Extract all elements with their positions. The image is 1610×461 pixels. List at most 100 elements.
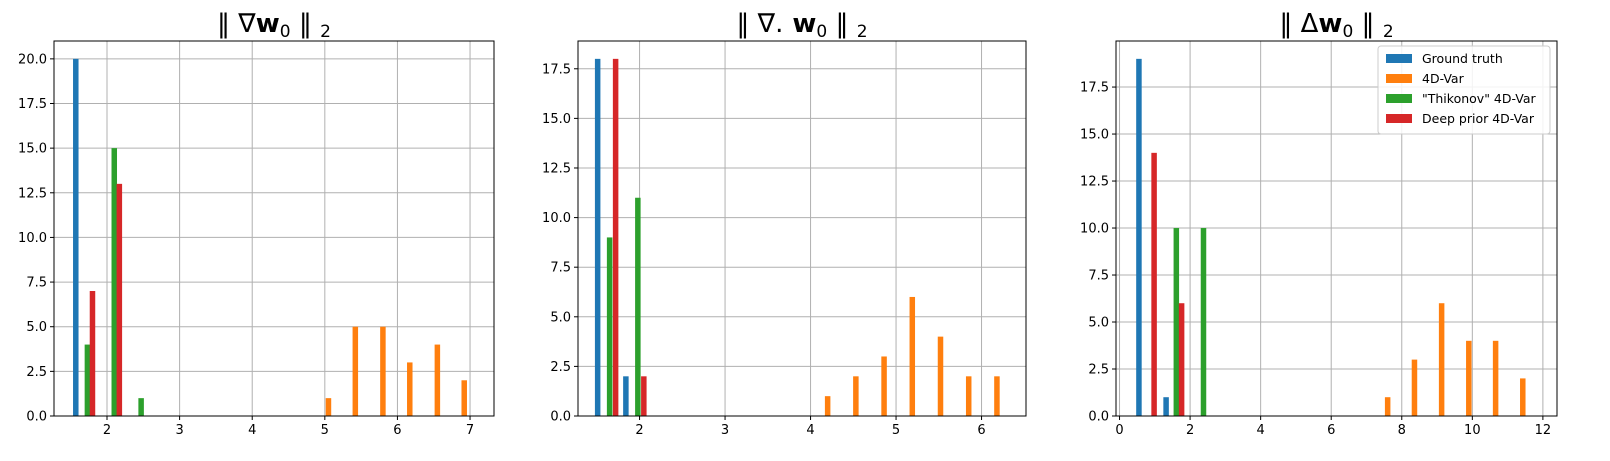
bar-deep-prior (89, 291, 96, 416)
y-tick-label: 2.5 (26, 365, 47, 380)
x-tick-label: 4 (806, 423, 814, 438)
y-tick-label: 7.5 (1088, 269, 1109, 284)
bar-thikonov (138, 398, 144, 416)
x-tick-label: 0 (1115, 423, 1123, 438)
y-tick-label: 7.5 (26, 276, 47, 291)
bar-deep-prior (1151, 152, 1157, 416)
x-tick-label: 12 (1535, 423, 1552, 438)
y-tick-label: 15.0 (1080, 128, 1109, 143)
y-tick-label: 7.5 (550, 261, 571, 276)
y-tick-label: 12.5 (1080, 175, 1109, 190)
bars (594, 58, 1000, 416)
bar-fourdvar (380, 326, 386, 416)
legend-swatch (1386, 94, 1412, 103)
bar-fourdvar (1438, 303, 1445, 416)
bar-ground-truth (73, 58, 79, 416)
legend-label: "Thikonov" 4D-Var (1422, 91, 1537, 106)
y-tick-label: 0.0 (1088, 410, 1109, 425)
y-tick-label: 5.0 (26, 320, 47, 335)
bar-deep-prior (1178, 303, 1185, 416)
chart-panel-1: 2 3 4 5 6 7 0.0 2.5 5.0 7.5 10.0 12.5 15.0 17.5 20.0 ‖ … (18, 9, 495, 438)
x-tick-label: 2 (635, 423, 643, 438)
x-tick-label: 3 (175, 423, 183, 438)
legend-swatch (1386, 114, 1412, 123)
y-tick-label: 0.0 (26, 410, 47, 425)
x-axis: 0 2 4 6 8 10 12 (1115, 416, 1551, 438)
x-tick-label: 10 (1464, 423, 1481, 438)
y-tick-label: 17.5 (18, 97, 47, 112)
bar-fourdvar (1384, 397, 1391, 416)
x-axis: 2 3 4 5 6 (635, 416, 986, 438)
axes-frame (53, 40, 495, 417)
bar-fourdvar (881, 356, 887, 416)
chart-title: ‖ ∇. w0 ‖ 2 (736, 9, 867, 42)
y-tick-label: 10.0 (1080, 222, 1109, 237)
y-tick-label: 2.5 (1088, 363, 1109, 378)
grid-lines (1116, 41, 1557, 417)
bar-fourdvar (824, 396, 831, 416)
y-tick-label: 20.0 (18, 52, 47, 67)
bar-thikonov (1173, 228, 1180, 416)
x-tick-label: 2 (1186, 423, 1194, 438)
y-tick-label: 2.5 (550, 360, 571, 375)
legend-box (1377, 45, 1551, 135)
legend-label: Deep prior 4D-Var (1422, 111, 1535, 126)
chart-panel-3: 0 2 4 6 8 10 12 0.0 2.5 5.0 7.5 10.0 12.5 15.0 17.5 ‖ Δ… (1080, 9, 1558, 438)
y-tick-label: 5.0 (550, 310, 571, 325)
bar-fourdvar (1520, 378, 1526, 416)
bar-fourdvar (1492, 340, 1499, 416)
bar-deep-prior (641, 376, 647, 416)
grid-lines (578, 41, 1026, 417)
bar-ground-truth (1136, 58, 1142, 416)
legend-swatch (1386, 54, 1412, 63)
axes-frame (577, 40, 1027, 417)
x-tick-label: 5 (321, 423, 329, 438)
y-tick-label: 10.0 (18, 231, 47, 246)
x-tick-label: 8 (1398, 423, 1406, 438)
legend-label: 4D-Var (1422, 71, 1465, 86)
bar-fourdvar (325, 398, 332, 416)
y-axis: 0.0 2.5 5.0 7.5 10.0 12.5 15.0 17.5 (542, 62, 578, 425)
y-tick-label: 10.0 (542, 211, 571, 226)
legend-swatch (1386, 74, 1412, 83)
x-tick-label: 5 (892, 423, 900, 438)
bar-fourdvar (1411, 359, 1418, 416)
y-tick-label: 12.5 (18, 186, 47, 201)
bar-deep-prior (612, 58, 619, 416)
y-tick-label: 0.0 (550, 410, 571, 425)
y-tick-label: 15.0 (542, 112, 571, 127)
bar-fourdvar (434, 344, 441, 416)
chart-title: ‖ Δw0 ‖ 2 (1279, 9, 1393, 42)
bar-fourdvar (461, 380, 467, 416)
legend: Ground truth 4D-Var "Thikonov" 4D-Var Deep … (1377, 45, 1551, 135)
chart-title: ‖ ∇w0 ‖ 2 (217, 9, 331, 42)
bar-ground-truth (623, 376, 629, 416)
bar-fourdvar (937, 336, 944, 416)
y-tick-label: 12.5 (542, 161, 571, 176)
bar-fourdvar (352, 326, 359, 416)
bar-ground-truth (594, 58, 601, 416)
y-axis: 0.0 2.5 5.0 7.5 10.0 12.5 15.0 17.5 20.0 (18, 52, 54, 425)
bar-thikonov (635, 197, 641, 416)
x-tick-label: 3 (721, 423, 729, 438)
bars (73, 58, 467, 416)
bar-fourdvar (853, 376, 859, 416)
bar-thikonov (1200, 228, 1207, 416)
bars (1136, 58, 1526, 416)
x-tick-label: 2 (103, 423, 111, 438)
grid-lines (54, 41, 494, 417)
legend-label: Ground truth (1422, 51, 1503, 66)
bar-fourdvar (965, 376, 972, 416)
x-tick-label: 4 (248, 423, 256, 438)
bar-thikonov (84, 344, 91, 416)
bar-deep-prior (116, 183, 123, 416)
bar-thikonov (606, 237, 613, 416)
x-axis: 2 3 4 5 6 7 (103, 416, 474, 438)
x-tick-label: 6 (977, 423, 985, 438)
y-tick-label: 5.0 (1088, 316, 1109, 331)
bar-thikonov (111, 148, 118, 416)
y-axis: 0.0 2.5 5.0 7.5 10.0 12.5 15.0 17.5 (1080, 81, 1116, 425)
y-tick-label: 15.0 (18, 142, 47, 157)
chart-panel-2: 2 3 4 5 6 0.0 2.5 5.0 7.5 10.0 12.5 15.0 17.5 ‖ ∇. w0… (542, 9, 1027, 438)
